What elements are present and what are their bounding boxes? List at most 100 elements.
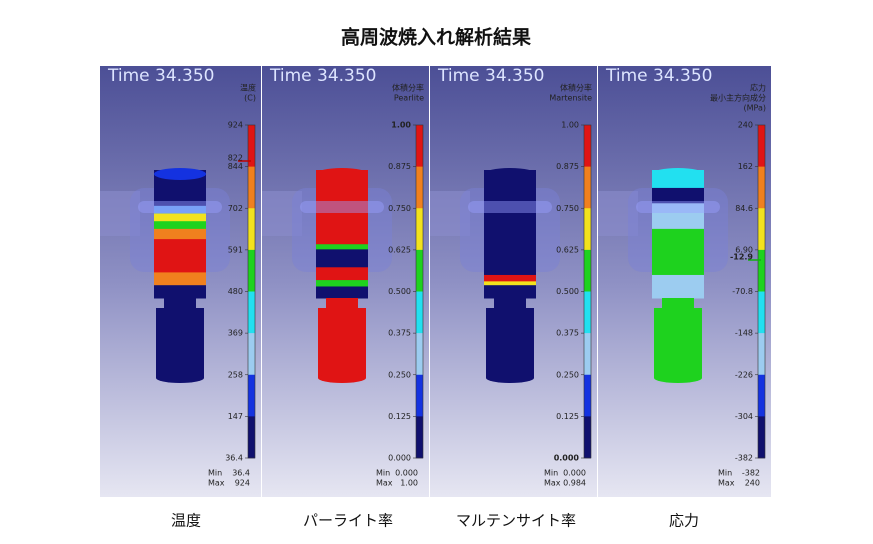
legend-title: (MPa) — [743, 104, 766, 113]
tick-label: 240 — [738, 121, 753, 130]
tick-label: 0.750 — [388, 204, 411, 213]
fixture — [430, 191, 470, 236]
neck — [662, 298, 694, 308]
min-value: 0.000 — [395, 469, 418, 478]
colorbar-band — [584, 291, 591, 334]
time-label: Time 34.350 — [269, 66, 377, 86]
specimen-band — [484, 281, 536, 286]
legend-title: 温度 — [240, 83, 256, 93]
specimen-band — [316, 170, 368, 245]
colorbar-band — [416, 249, 423, 292]
panel-caption: マルテンサイト率 — [456, 512, 576, 530]
specimen-band — [154, 239, 206, 273]
tick-label: 591 — [228, 245, 243, 254]
colorbar-band — [248, 291, 255, 334]
tick-label: 369 — [228, 329, 243, 338]
legend-title: 応力 — [750, 83, 766, 93]
specimen-band — [316, 249, 368, 268]
max-label: Max — [718, 479, 735, 488]
max-value: 1.00 — [400, 479, 418, 488]
min-value: -382 — [742, 469, 760, 478]
marker-label: 822 — [228, 154, 243, 163]
max-label: Max — [544, 479, 561, 488]
colorbar-band — [416, 208, 423, 251]
specimen-lower — [654, 308, 702, 378]
colorbar-band — [758, 333, 765, 376]
colorbar-band — [248, 208, 255, 251]
specimen-band — [154, 213, 206, 222]
panel-caption: 応力 — [669, 512, 699, 530]
tick-label: 0.125 — [388, 412, 411, 421]
specimen-lower — [156, 308, 204, 378]
specimen-bottom — [486, 373, 534, 383]
tick-label: 0.875 — [556, 162, 579, 171]
specimen-band — [154, 228, 206, 240]
min-label: Min — [208, 469, 222, 478]
legend-title: 体積分率 — [392, 83, 424, 93]
colorbar-band — [248, 166, 255, 209]
min-label: Min — [544, 469, 558, 478]
specimen-cap — [316, 168, 368, 180]
fixture-ring — [300, 201, 384, 213]
specimen-band — [316, 280, 368, 287]
time-label: Time 34.350 — [605, 66, 713, 86]
tick-label: 0.625 — [556, 245, 579, 254]
colorbar-band — [248, 125, 255, 167]
specimen-bottom — [318, 373, 366, 383]
specimen-band — [316, 267, 368, 281]
time-label: Time 34.350 — [107, 66, 215, 86]
colorbar-band — [416, 416, 423, 459]
specimen-band — [652, 203, 704, 230]
colorbar-band — [758, 416, 765, 459]
colorbar-band — [416, 125, 423, 167]
tick-label: 0.500 — [556, 287, 579, 296]
colorbar-band — [758, 125, 765, 167]
min-label: Min — [376, 469, 390, 478]
tick-label: 480 — [228, 287, 243, 296]
colorbar-band — [584, 208, 591, 251]
tick-label: 0.125 — [556, 412, 579, 421]
legend-title: Pearlite — [394, 94, 424, 103]
min-value: 0.000 — [563, 469, 586, 478]
colorbar-band — [416, 291, 423, 334]
marker-label: -12.9 — [730, 253, 753, 262]
fixture — [262, 191, 302, 236]
max-value: 924 — [235, 479, 250, 488]
tick-label: 924 — [228, 121, 243, 130]
colorbar-band — [248, 416, 255, 459]
min-value: 36.4 — [232, 469, 250, 478]
tick-label: 0.250 — [556, 370, 579, 379]
specimen-band — [652, 274, 704, 299]
max-value: 0.984 — [563, 479, 586, 488]
specimen-band — [316, 286, 368, 299]
colorbar-band — [248, 249, 255, 292]
colorbar-band — [584, 125, 591, 167]
tick-label: 258 — [228, 370, 243, 379]
tick-label: -226 — [735, 370, 753, 379]
tick-label: 702 — [228, 204, 243, 213]
colorbar-band — [758, 166, 765, 209]
specimen-band — [484, 285, 536, 299]
tick-label: -304 — [735, 412, 753, 421]
tick-label: 0.625 — [388, 245, 411, 254]
tick-label: 0.375 — [556, 329, 579, 338]
neck — [494, 298, 526, 308]
specimen-band — [154, 221, 206, 230]
tick-label: 0.875 — [388, 162, 411, 171]
specimen-band — [484, 170, 536, 276]
max-label: Max — [208, 479, 225, 488]
tick-label: -70.8 — [732, 287, 753, 296]
legend-title: (C) — [244, 94, 256, 103]
max-label: Max — [376, 479, 393, 488]
fixture-ring — [636, 201, 720, 213]
tick-label: 0.000 — [388, 454, 411, 463]
colorbar-band — [416, 374, 423, 417]
specimen-lower — [318, 308, 366, 378]
specimen-band — [316, 244, 368, 250]
tick-label: 36.4 — [225, 454, 243, 463]
specimen-band — [652, 187, 704, 204]
colorbar-band — [758, 249, 765, 292]
tick-label: -148 — [735, 329, 753, 338]
